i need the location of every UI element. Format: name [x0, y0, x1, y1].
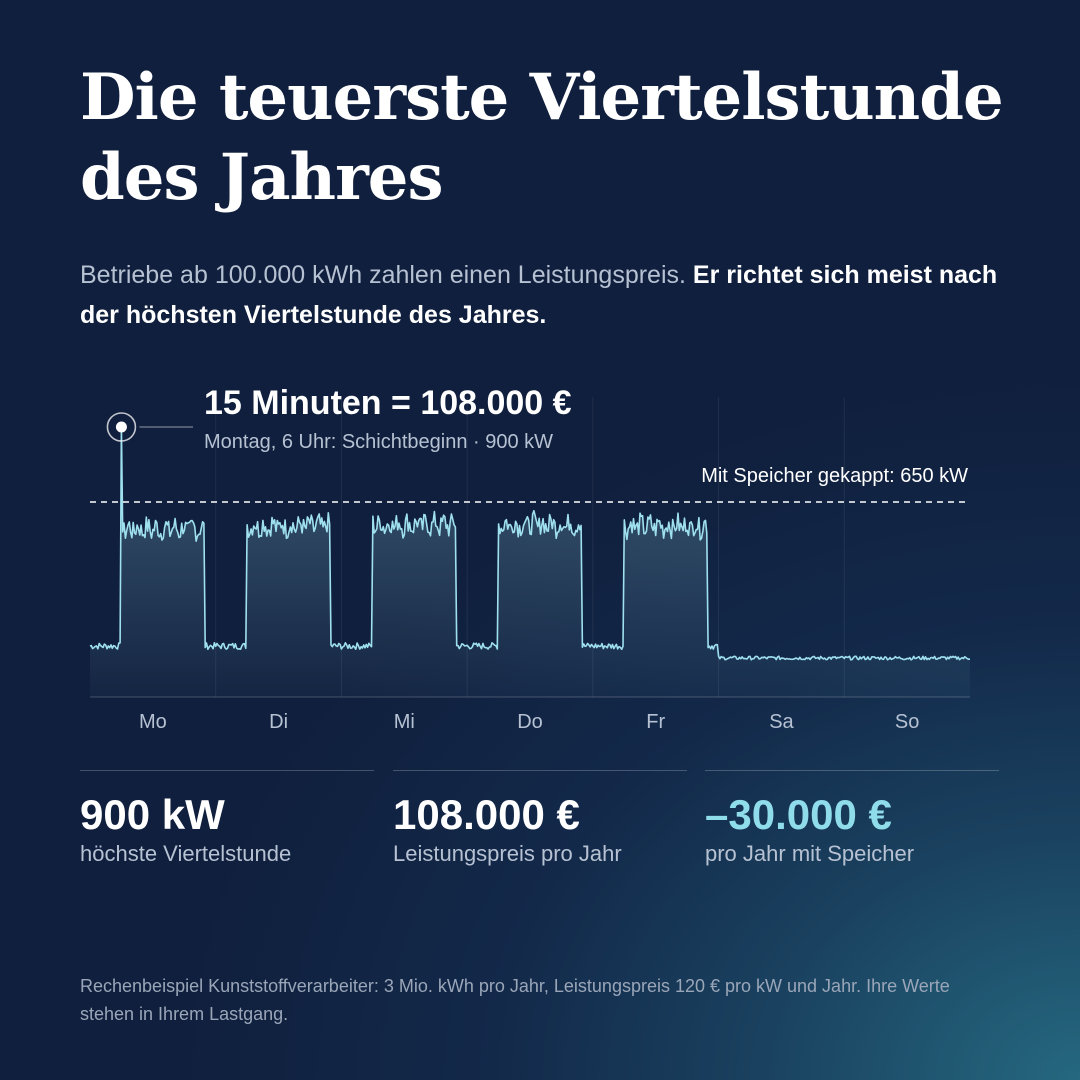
x-tick-label-di: Di: [269, 711, 288, 733]
subtitle-bold: Er richtet sich meist nach der höchsten …: [80, 261, 998, 329]
footnote: Rechenbeispiel Kunststoffverarbeiter: 3 …: [80, 976, 950, 1024]
stat-demand-charge: 108.000 € Leistungspreis pro Jahr: [393, 770, 687, 871]
peak-marker-ring: [106, 412, 137, 442]
load-profile-chart: Mo Di Mi Do Fr Sa So: [89, 397, 970, 733]
page-subtitle: Betriebe ab 100.000 kWh zahlen einen Lei…: [80, 255, 1020, 335]
stat-label: Leistungspreis pro Jahr: [393, 841, 622, 866]
x-tick-label-fr: Fr: [646, 711, 665, 733]
stat-peak-power: 900 kW höchste Viertelstunde: [80, 770, 374, 871]
x-tick-label-sa: Sa: [769, 711, 794, 733]
stat-savings: –30.000 € pro Jahr mit Speicher: [705, 770, 999, 871]
page-title: Die teuerste Viertelstunde des Jahres: [80, 60, 1004, 215]
x-tick-label-mi: Mi: [394, 711, 415, 733]
subtitle-normal: Betriebe ab 100.000 kWh zahlen einen Lei…: [80, 261, 686, 289]
load-line: [89, 426, 970, 661]
stat-label: pro Jahr mit Speicher: [705, 841, 915, 866]
x-tick-label-do: Do: [517, 711, 543, 733]
load-area: [90, 427, 970, 697]
x-tick-label-mo: Mo: [139, 711, 167, 733]
cap-line-label: Mit Speicher gekappt: 650 kW: [701, 465, 968, 487]
peak-callout-title: 15 Minuten = 108.000 €: [204, 384, 572, 422]
x-tick-label-so: So: [895, 711, 919, 733]
peak-callout-subtitle: Montag, 6 Uhr: Schichtbeginn · 900 kW: [204, 431, 554, 453]
peak-marker-dot: [115, 421, 127, 433]
stat-value: 900 kW: [80, 791, 225, 838]
stat-value: –30.000 €: [705, 791, 892, 838]
stat-value: 108.000 €: [393, 791, 580, 838]
stat-label: höchste Viertelstunde: [80, 841, 292, 866]
